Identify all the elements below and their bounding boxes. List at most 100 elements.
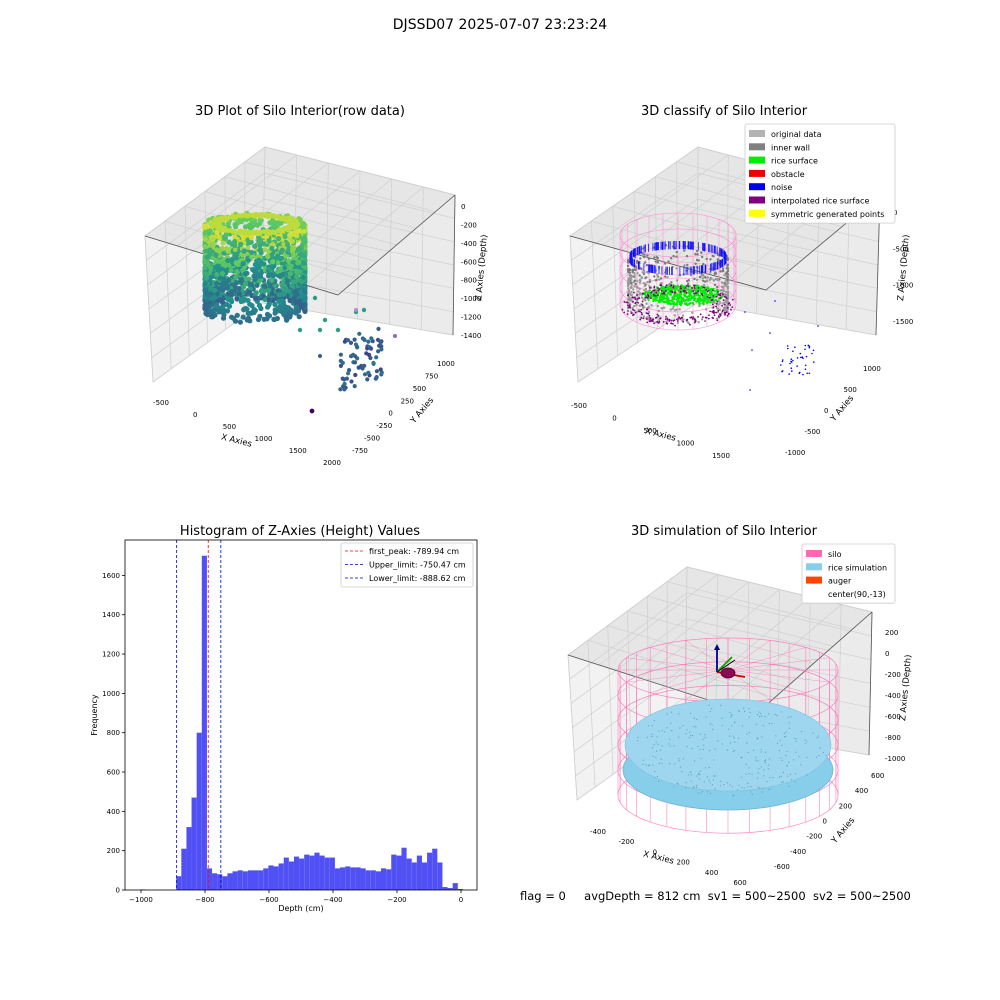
plot4-z-label: Z Axies (Depth) bbox=[898, 654, 914, 721]
plot4-rice-point bbox=[774, 713, 776, 716]
plot4-rice-point bbox=[779, 776, 781, 778]
plot4-rice-point bbox=[678, 760, 680, 762]
plot4-rice-point bbox=[693, 760, 696, 762]
plot1-point bbox=[252, 276, 258, 283]
plot4-rice-point bbox=[731, 725, 733, 727]
plot1-y-tick: -500 bbox=[364, 435, 380, 443]
plot1-point bbox=[253, 291, 259, 297]
plot4-rice-point bbox=[763, 775, 765, 777]
plot4-rice-point bbox=[693, 725, 695, 728]
plot1-y-tick: 500 bbox=[413, 385, 426, 393]
plot4-rice-point bbox=[760, 715, 763, 717]
plot4-rice-point bbox=[645, 764, 647, 766]
plot4-rice-point bbox=[719, 785, 722, 787]
plot4-rice-point bbox=[669, 762, 671, 765]
plot4-rice-point bbox=[732, 750, 735, 753]
plot1-z-tick: -800 bbox=[461, 277, 477, 285]
plot4-rice-point bbox=[702, 748, 704, 751]
plot4-rice-point bbox=[764, 751, 767, 753]
plot4-rice-point bbox=[720, 704, 722, 707]
plot4-rice-point bbox=[817, 735, 819, 737]
plot4-rice-point bbox=[758, 711, 760, 713]
plot4-rice-point bbox=[748, 772, 750, 775]
plot4-rice-point bbox=[702, 738, 704, 740]
plot4-rice-point bbox=[806, 774, 808, 776]
sv2-text: sv2 = 500~2500 bbox=[812, 889, 911, 903]
plot4-rice-point bbox=[745, 763, 747, 766]
plot4-rice-point bbox=[693, 717, 695, 720]
plot4-rice-point bbox=[729, 711, 731, 714]
plot4-rice-point bbox=[700, 757, 702, 760]
plot4-z-tick: -800 bbox=[885, 734, 901, 742]
plot4-rice-point bbox=[677, 783, 680, 785]
plot4-x-tick: -400 bbox=[590, 828, 606, 836]
plot4-x-tick: 400 bbox=[705, 869, 718, 877]
plot4-rice-point bbox=[748, 767, 750, 769]
plot4-legend-label: silo bbox=[828, 550, 842, 559]
plot4-rice-point bbox=[738, 784, 740, 786]
plot4-rice-point bbox=[758, 716, 761, 718]
plot4-rice-point bbox=[778, 750, 781, 752]
plot4-rice-point bbox=[763, 769, 765, 771]
plot4-rice-point bbox=[771, 722, 773, 725]
plot1-grid-z bbox=[152, 302, 454, 383]
plot4-rice-point bbox=[772, 777, 774, 779]
plot1-point bbox=[285, 258, 291, 264]
plot4-legend-swatch bbox=[806, 589, 822, 597]
plot4-rice-point bbox=[759, 787, 761, 789]
plot4-rice-point bbox=[654, 770, 656, 773]
plot1-point bbox=[214, 280, 220, 287]
plot4-rice-point bbox=[719, 780, 722, 782]
plot1-x-tick: 1000 bbox=[255, 435, 273, 443]
plot1-y-tick: -750 bbox=[352, 447, 368, 455]
plot4-rice-point bbox=[751, 793, 754, 795]
plot1-z-tick: -400 bbox=[461, 240, 477, 248]
plot4-rice-point bbox=[751, 773, 753, 775]
plot1-point bbox=[247, 225, 253, 231]
plot4-rice-point bbox=[786, 750, 788, 753]
plot4-rice-point bbox=[755, 759, 757, 761]
plot4-rice-point bbox=[806, 756, 808, 759]
plot4-rice-point bbox=[747, 751, 749, 754]
plot4-rice-point bbox=[789, 773, 791, 776]
plot4-rice-point bbox=[736, 789, 739, 791]
plot4-rice-point bbox=[714, 748, 716, 750]
plot2-title: 3D classify of Silo Interior bbox=[640, 104, 808, 119]
plot4-rice-point bbox=[692, 786, 694, 789]
plot1-point bbox=[269, 291, 275, 297]
plot4-rice-point bbox=[721, 724, 723, 726]
plot4-rice-point bbox=[787, 775, 789, 777]
plot4-rice-point bbox=[748, 716, 750, 718]
plot4-rice-point bbox=[673, 786, 675, 788]
plot1-point bbox=[283, 306, 289, 313]
plot4-rice-point bbox=[746, 742, 748, 744]
plot4-rice-point bbox=[776, 714, 778, 716]
plot4-rice-point bbox=[746, 733, 748, 735]
plot4-rice-point bbox=[669, 745, 672, 747]
plot4-rice-point bbox=[690, 771, 692, 773]
plot4-rice-point bbox=[697, 792, 699, 794]
plot4-rice-point bbox=[721, 743, 723, 745]
plot4-rice-point bbox=[690, 774, 693, 776]
plot4-legend-label: auger bbox=[828, 577, 852, 586]
plot4-rice-point bbox=[741, 776, 743, 778]
plot4-rice-point bbox=[745, 773, 747, 775]
plot1-point bbox=[245, 244, 251, 250]
plot4-rice-point bbox=[708, 779, 710, 782]
plot4-rice-point bbox=[651, 725, 653, 727]
plot4-rice-point bbox=[729, 735, 731, 737]
plot4-rice-point bbox=[663, 731, 665, 733]
plot4-rice-point bbox=[766, 780, 768, 783]
plot4-rice-point bbox=[661, 762, 663, 764]
plot4-y-tick: 0 bbox=[823, 818, 827, 826]
plot4-rice-point bbox=[727, 728, 730, 730]
plot4-rice-point bbox=[695, 726, 697, 728]
plot4-rice-point bbox=[686, 746, 688, 748]
plot4-rice-point bbox=[653, 744, 655, 746]
plot4-rice-point bbox=[762, 787, 764, 789]
plot1-point bbox=[255, 316, 262, 323]
plot4-rice-point bbox=[674, 763, 676, 765]
plot4-rice-point bbox=[730, 716, 732, 718]
flag-text: flag = 0 bbox=[520, 889, 566, 903]
plot4-rice-point bbox=[698, 773, 700, 776]
